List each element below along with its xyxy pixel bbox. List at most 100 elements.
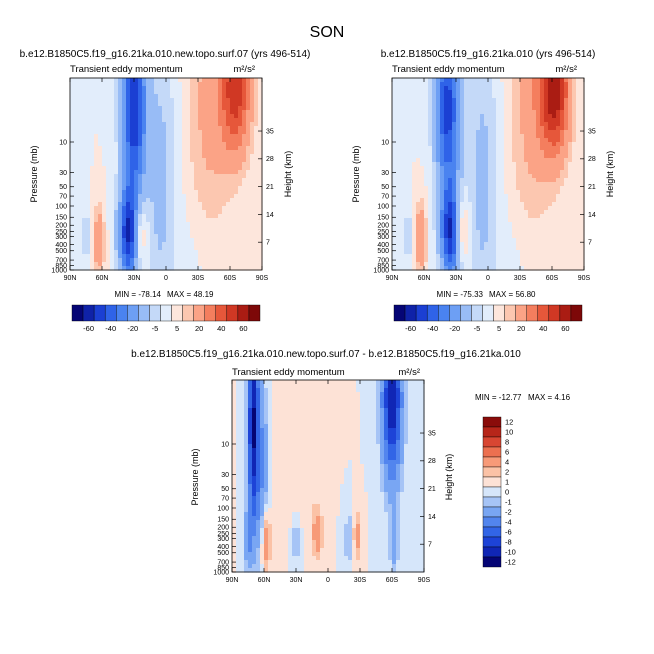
contour-cell [436,94,441,99]
contour-cell [206,202,211,207]
contour-cell [424,230,429,235]
contour-cell [234,114,239,119]
contour-cell [488,130,493,135]
contour-cell [234,98,239,103]
contour-cell [312,384,317,389]
contour-cell [146,190,151,195]
contour-cell [540,90,545,95]
contour-cell [528,94,533,99]
y-right-tick-label: 35 [266,128,274,135]
contour-cell [500,102,505,107]
contour-cell [206,242,211,247]
contour-cell [194,262,199,267]
contour-cell [496,166,501,171]
contour-cell [500,110,505,115]
contour-cell [496,162,501,167]
contour-cell [238,194,243,199]
contour-cell [238,158,243,163]
contour-cell [348,380,353,385]
contour-cell [94,94,99,99]
contour-cell [110,138,115,143]
contour-cell [504,178,509,183]
contour-cell [492,122,497,127]
contour-cell [110,142,115,147]
contour-cell [540,146,545,151]
contour-cell [102,178,107,183]
contour-cell [280,392,285,397]
contour-cell [226,138,231,143]
contour-cell [222,250,227,255]
contour-cell [460,258,465,263]
contour-cell [78,234,83,239]
contour-cell [94,186,99,191]
contour-cell [202,230,207,235]
contour-cell [480,234,485,239]
contour-cell [94,198,99,203]
contour-cell [258,134,263,139]
contour-cell [396,122,401,127]
panel-2-units: m²/s² [555,64,577,75]
contour-cell [158,262,163,267]
contour-cell [472,182,477,187]
contour-cell [246,98,251,103]
contour-cell [74,110,79,115]
contour-cell [404,206,409,211]
contour-cell [254,222,259,227]
contour-cell [74,178,79,183]
contour-cell [452,242,457,247]
contour-cell [448,202,453,207]
contour-cell [178,110,183,115]
contour-cell [320,384,325,389]
contour-cell [580,222,585,227]
contour-cell [178,118,183,123]
contour-cell [460,122,465,127]
contour-cell [308,380,313,385]
contour-cell [102,194,107,199]
contour-cell [246,178,251,183]
contour-cell [254,194,259,199]
contour-cell [146,258,151,263]
contour-cell [392,190,397,195]
contour-cell [222,90,227,95]
contour-cell [122,250,127,255]
contour-cell [456,118,461,123]
contour-cell [102,254,107,259]
contour-cell [576,182,581,187]
contour-cell [484,206,489,211]
contour-cell [258,234,263,239]
contour-cell [166,102,171,107]
contour-cell [440,150,445,155]
contour-cell [548,126,553,131]
contour-cell [158,214,163,219]
contour-cell [78,202,83,207]
contour-cell [166,250,171,255]
contour-cell [138,254,143,259]
contour-cell [70,122,75,127]
contour-cell [238,110,243,115]
contour-cell [428,146,433,151]
contour-cell [94,122,99,127]
contour-cell [492,214,497,219]
contour-cell [206,90,211,95]
contour-cell [436,250,441,255]
contour-cell [452,198,457,203]
colorbar-label: 5 [497,324,501,333]
contour-cell [428,202,433,207]
contour-cell [106,166,111,171]
contour-cell [480,178,485,183]
contour-cell [468,258,473,263]
contour-cell [428,254,433,259]
contour-cell [174,78,179,83]
contour-cell [90,150,95,155]
contour-cell [576,210,581,215]
contour-cell [70,210,75,215]
contour-cell [464,226,469,231]
contour-cell [568,98,573,103]
contour-cell [214,262,219,267]
contour-cell [500,214,505,219]
contour-cell [202,198,207,203]
contour-cell [114,190,119,195]
contour-cell [540,86,545,91]
contour-cell [114,138,119,143]
contour-cell [520,262,525,267]
